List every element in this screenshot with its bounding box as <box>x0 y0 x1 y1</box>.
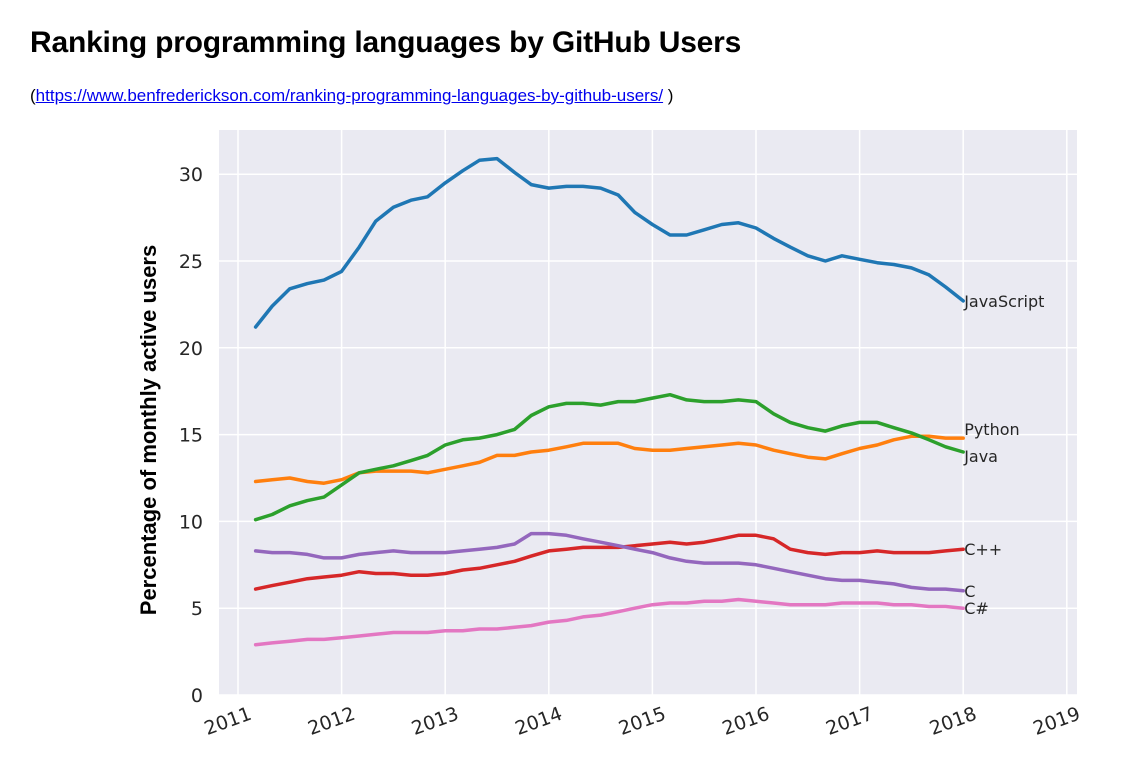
series-lines <box>253 156 965 647</box>
series-line-java <box>253 392 965 522</box>
plot-background <box>219 130 1077 695</box>
source-open-paren: ( <box>30 86 36 105</box>
x-tick-label: 2014 <box>512 703 565 740</box>
source-line: (https://www.benfrederickson.com/ranking… <box>30 86 673 106</box>
y-axis-title: Percentage of monthly active users <box>136 245 161 615</box>
y-tick-label: 10 <box>179 511 203 533</box>
y-tick-label: 5 <box>191 598 203 620</box>
x-tick-label: 2012 <box>305 703 358 740</box>
series-label-c: C <box>964 582 975 601</box>
x-tick-label: 2011 <box>201 703 254 740</box>
x-tick-label: 2016 <box>719 703 772 740</box>
series-line-csharp <box>253 597 965 647</box>
y-tick-label: 20 <box>179 338 203 360</box>
page-title: Ranking programming languages by GitHub … <box>30 26 742 59</box>
series-label-java: Java <box>963 447 998 466</box>
x-tick-label: 2013 <box>409 703 462 740</box>
y-tick-label: 0 <box>191 685 203 707</box>
series-line-c <box>253 531 965 593</box>
series-line-javascript <box>253 156 965 329</box>
y-tick-label: 15 <box>179 425 203 447</box>
y-tick-label: 30 <box>179 164 203 186</box>
x-tick-label: 2015 <box>616 703 669 740</box>
x-tick-label: 2019 <box>1030 703 1083 740</box>
series-label-cpp: C++ <box>964 540 1002 559</box>
source-close-paren: ) <box>663 86 674 105</box>
series-label-python: Python <box>964 420 1019 439</box>
series-labels: JavaScript Python Java C++ CC# <box>963 292 1044 618</box>
source-link[interactable]: https://www.benfrederickson.com/ranking-… <box>35 86 664 105</box>
series-label-javascript: JavaScript <box>963 292 1044 311</box>
y-tick-label: 25 <box>179 251 203 273</box>
series-line-cpp <box>253 533 965 591</box>
x-tick-label: 2018 <box>927 703 980 740</box>
series-label-csharp: C# <box>964 599 989 618</box>
x-tick-label: 2017 <box>823 703 876 740</box>
